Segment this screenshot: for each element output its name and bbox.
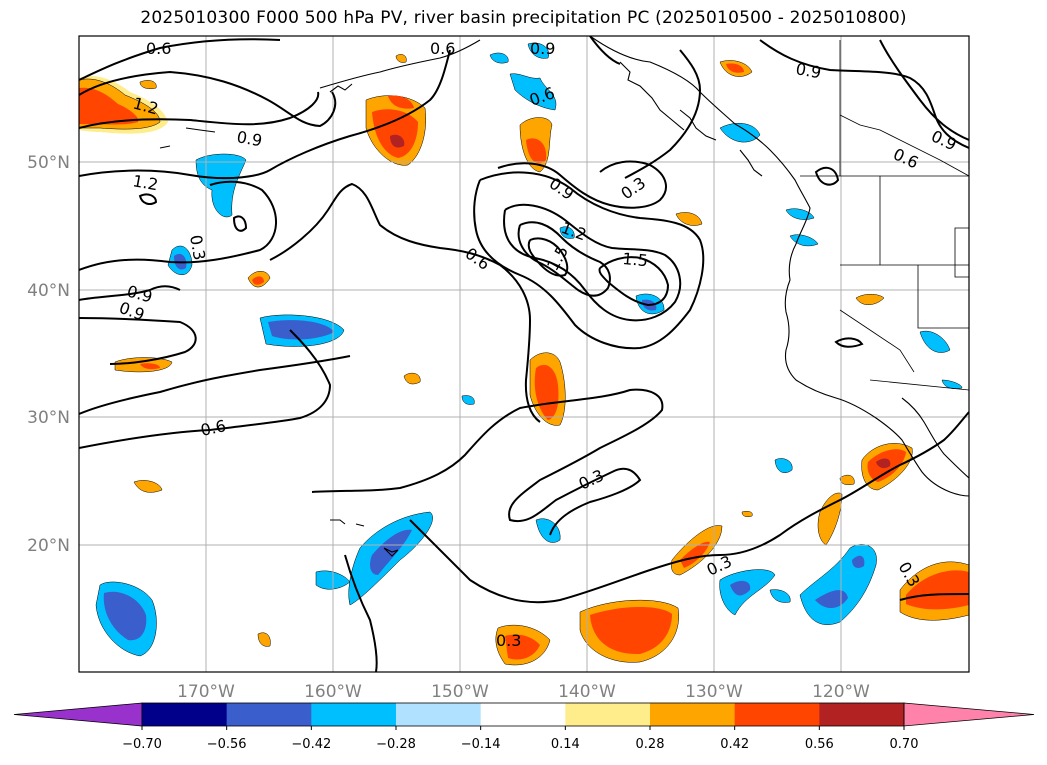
positive-precip-shading bbox=[79, 54, 969, 666]
colorbar-tick-label: −0.70 bbox=[122, 737, 162, 752]
map-plot-area: 0.6 0.6 0.9 1.2 0.9 0.6 0.9 0.9 1.2 0.3 … bbox=[79, 36, 969, 672]
coastlines bbox=[159, 36, 969, 557]
negative-precip-shading bbox=[95, 42, 963, 657]
colorbar-tick-label: −0.14 bbox=[461, 737, 501, 752]
contour-label: 0.9 bbox=[530, 39, 555, 58]
map-title: 2025010300 F000 500 hPa PV, river basin … bbox=[140, 8, 907, 28]
contour-label: 0.6 bbox=[430, 39, 455, 58]
latitude-label: 40°N bbox=[27, 281, 70, 301]
colorbar-segment bbox=[819, 703, 905, 726]
longitude-label: 170°W bbox=[177, 682, 235, 702]
colorbar-tick-label: 0.70 bbox=[890, 737, 919, 752]
colorbar-tick-label: −0.56 bbox=[207, 737, 247, 752]
contour-label: 0.6 bbox=[199, 416, 228, 440]
contour-label: 1.2 bbox=[131, 171, 159, 194]
longitude-label: 150°W bbox=[431, 682, 489, 702]
contour-label: 0.9 bbox=[235, 127, 263, 150]
colorbar-segment bbox=[650, 703, 736, 726]
colorbar-tick-label: −0.42 bbox=[291, 737, 331, 752]
colorbar-segment bbox=[142, 703, 228, 726]
longitude-label: 130°W bbox=[685, 682, 743, 702]
contour-label: 1.5 bbox=[622, 249, 649, 270]
contour-label: 0.6 bbox=[146, 39, 171, 58]
latitude-axis: 50°N 40°N 30°N 20°N bbox=[27, 153, 70, 556]
colorbar-segment bbox=[396, 703, 482, 726]
colorbar-tick-label: 0.56 bbox=[805, 737, 834, 752]
pv-contours bbox=[79, 36, 969, 672]
map-gridlines bbox=[79, 36, 969, 672]
longitude-label: 160°W bbox=[304, 682, 362, 702]
latitude-label: 50°N bbox=[27, 153, 70, 173]
longitude-label: 120°W bbox=[812, 682, 870, 702]
longitude-label: 140°W bbox=[558, 682, 616, 702]
colorbar-border bbox=[141, 702, 905, 727]
colorbar-tick-label: 0.14 bbox=[551, 737, 580, 752]
latitude-label: 30°N bbox=[27, 408, 70, 428]
map-frame bbox=[78, 35, 970, 673]
political-borders bbox=[800, 40, 969, 391]
colorbar-segment bbox=[565, 703, 651, 726]
colorbar-segment bbox=[734, 703, 820, 726]
contour-label: 0.9 bbox=[794, 59, 822, 82]
colorbar-tick-label: 0.28 bbox=[636, 737, 665, 752]
colorbar-extend-min bbox=[13, 702, 143, 727]
latitude-label: 20°N bbox=[27, 536, 70, 556]
colorbar-segment bbox=[226, 703, 312, 726]
longitude-axis: 170°W 160°W 150°W 140°W 130°W 120°W bbox=[177, 682, 870, 702]
colorbar-segment bbox=[480, 703, 566, 726]
colorbar-tick-label: −0.28 bbox=[376, 737, 416, 752]
colorbar-extend-max bbox=[903, 702, 1035, 727]
colorbar: −0.70 −0.56 −0.42 −0.28 −0.14 0.14 0.28 0.42 0.5… bbox=[13, 702, 1035, 752]
colorbar-tick-label: 0.42 bbox=[720, 737, 749, 752]
contour-label: 0.3 bbox=[496, 631, 521, 650]
colorbar-segment bbox=[311, 703, 397, 726]
contour-label: 0.3 bbox=[186, 233, 209, 261]
